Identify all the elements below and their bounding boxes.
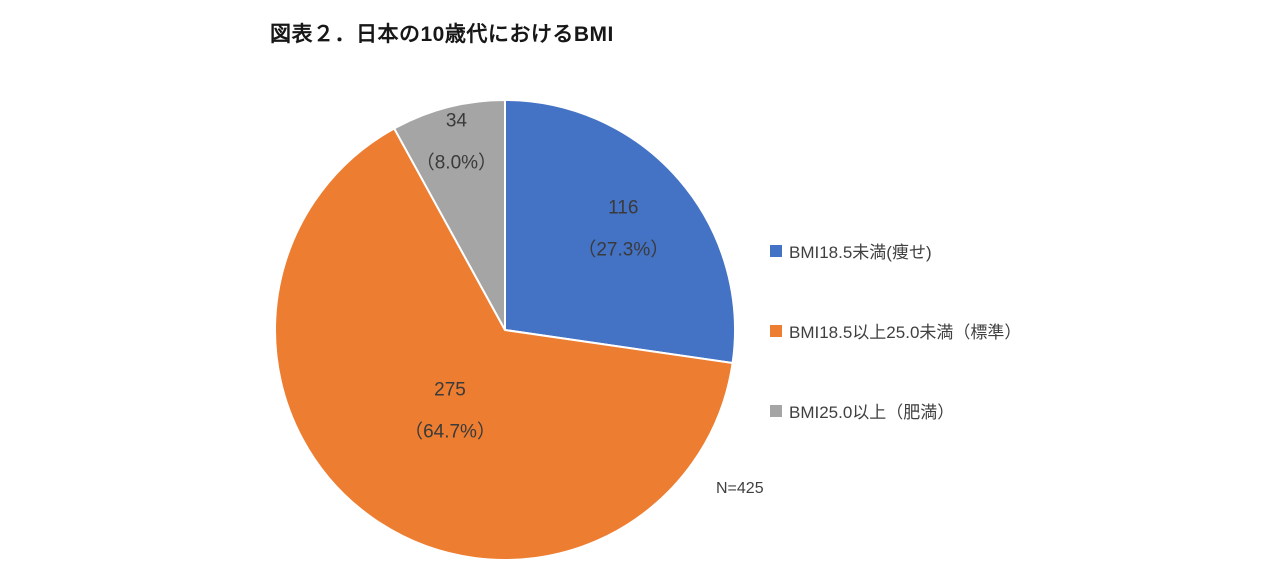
pie-slice-0 [504, 98, 736, 365]
legend-swatch-normal [770, 324, 782, 337]
sample-size-label: N=425 [716, 480, 764, 497]
slice-pct-label-0: （27.3%） [577, 239, 669, 261]
pie-chart: 116 （27.3%） 275 （64.7%） 34 （8.0%） [274, 98, 736, 562]
slice-pct-label-2: （8.0%） [416, 152, 497, 174]
pie-slice-2 [392, 98, 506, 331]
legend-item-underweight: BMI18.5未満(痩せ) [770, 238, 1021, 263]
legend-item-obese: BMI25.0以上（肥満） [770, 398, 1021, 423]
pie-slice-1 [274, 127, 734, 562]
legend: BMI18.5未満(痩せ) BMI18.5以上25.0未満（標準） BMI25.… [770, 238, 1021, 478]
slice-value-label-1: 275 [434, 379, 466, 400]
slice-value-label-0: 116 [608, 198, 638, 219]
chart-title: 図表２．日本の10歳代におけるBMI [270, 23, 614, 46]
legend-label-normal: BMI18.5以上25.0未満（標準） [789, 323, 1022, 342]
legend-swatch-underweight [770, 244, 782, 257]
legend-item-normal: BMI18.5以上25.0未満（標準） [770, 318, 1021, 343]
slice-value-label-2: 34 [446, 111, 468, 132]
slice-pct-label-1: （64.7%） [404, 420, 496, 442]
legend-label-obese: BMI25.0以上（肥満） [789, 403, 955, 422]
legend-swatch-obese [770, 404, 782, 417]
legend-label-underweight: BMI18.5未満(痩せ) [789, 243, 932, 262]
